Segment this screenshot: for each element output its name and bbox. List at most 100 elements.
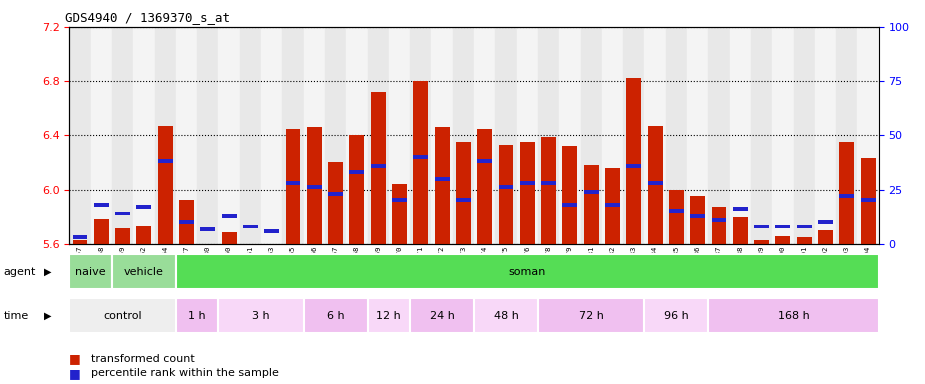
Text: 1 h: 1 h	[189, 311, 206, 321]
Bar	[137, 226, 152, 244]
Bar	[456, 199, 471, 202]
Bar	[367, 27, 388, 244]
Bar	[499, 145, 513, 244]
Bar	[328, 162, 343, 244]
Text: 24 h: 24 h	[430, 311, 454, 321]
Bar	[176, 27, 197, 244]
Text: GDS4940 / 1369370_s_at: GDS4940 / 1369370_s_at	[66, 11, 230, 24]
Bar	[243, 244, 258, 257]
Bar	[474, 27, 496, 244]
Bar	[158, 159, 173, 163]
Bar	[560, 27, 581, 244]
Bar	[435, 177, 450, 181]
Bar	[179, 220, 194, 224]
Bar	[137, 205, 152, 209]
Bar	[69, 298, 176, 333]
Bar	[261, 27, 282, 244]
Bar	[499, 185, 513, 189]
Bar	[392, 199, 407, 202]
Bar	[794, 27, 815, 244]
Bar	[541, 181, 556, 185]
Bar	[133, 27, 154, 244]
Bar	[772, 27, 794, 244]
Bar	[282, 27, 303, 244]
Bar	[452, 27, 474, 244]
Bar	[69, 254, 112, 289]
Bar	[626, 78, 641, 244]
Bar	[413, 81, 428, 244]
Bar	[520, 181, 535, 185]
Bar	[711, 218, 726, 222]
Bar	[839, 142, 855, 244]
Text: 3 h: 3 h	[253, 311, 270, 321]
Text: 6 h: 6 h	[327, 311, 344, 321]
Bar	[325, 27, 346, 244]
Bar	[709, 298, 879, 333]
Text: ■: ■	[69, 367, 85, 380]
Bar	[669, 190, 684, 244]
Bar	[754, 225, 769, 228]
Bar	[796, 237, 811, 244]
Bar	[93, 203, 109, 207]
Bar	[116, 228, 130, 244]
Text: 12 h: 12 h	[376, 311, 401, 321]
Bar	[243, 225, 258, 228]
Bar	[222, 232, 237, 244]
Bar	[350, 135, 364, 244]
Bar	[371, 164, 386, 168]
Bar	[818, 230, 833, 244]
Bar	[286, 129, 301, 244]
Bar	[93, 219, 109, 244]
Text: agent: agent	[4, 267, 36, 277]
Bar	[477, 129, 492, 244]
Bar	[711, 207, 726, 244]
Bar	[733, 217, 747, 244]
Bar	[669, 209, 684, 213]
Bar	[456, 142, 471, 244]
Bar	[690, 214, 705, 218]
Bar	[112, 254, 176, 289]
Bar	[222, 214, 237, 218]
Text: naive: naive	[75, 266, 106, 277]
Bar	[307, 127, 322, 244]
Bar	[218, 298, 303, 333]
Bar	[860, 159, 876, 244]
Bar	[562, 203, 577, 207]
Bar	[775, 225, 790, 228]
Bar	[303, 298, 367, 333]
Bar	[775, 236, 790, 244]
Bar	[392, 184, 407, 244]
Bar	[201, 244, 216, 247]
Bar	[751, 27, 772, 244]
Bar	[623, 27, 645, 244]
Bar	[818, 220, 833, 224]
Bar	[709, 27, 730, 244]
Bar	[562, 146, 577, 244]
Bar	[72, 235, 88, 239]
Bar	[496, 27, 517, 244]
Text: vehicle: vehicle	[124, 266, 164, 277]
Text: 168 h: 168 h	[778, 311, 809, 321]
Bar	[350, 170, 364, 174]
Bar	[687, 27, 709, 244]
Bar	[517, 27, 538, 244]
Bar	[410, 298, 474, 333]
Bar	[690, 196, 705, 244]
Bar	[730, 27, 751, 244]
Bar	[240, 27, 261, 244]
Bar	[605, 203, 620, 207]
Text: time: time	[4, 311, 29, 321]
Bar	[197, 27, 218, 244]
Bar	[605, 168, 620, 244]
Text: ■: ■	[69, 353, 85, 366]
Text: percentile rank within the sample: percentile rank within the sample	[91, 368, 278, 378]
Bar	[796, 225, 811, 228]
Bar	[836, 27, 857, 244]
Bar	[520, 142, 535, 244]
Bar	[584, 165, 598, 244]
Bar	[666, 27, 687, 244]
Bar	[648, 181, 662, 185]
Bar	[857, 27, 879, 244]
Bar	[648, 126, 662, 244]
Bar	[112, 27, 133, 244]
